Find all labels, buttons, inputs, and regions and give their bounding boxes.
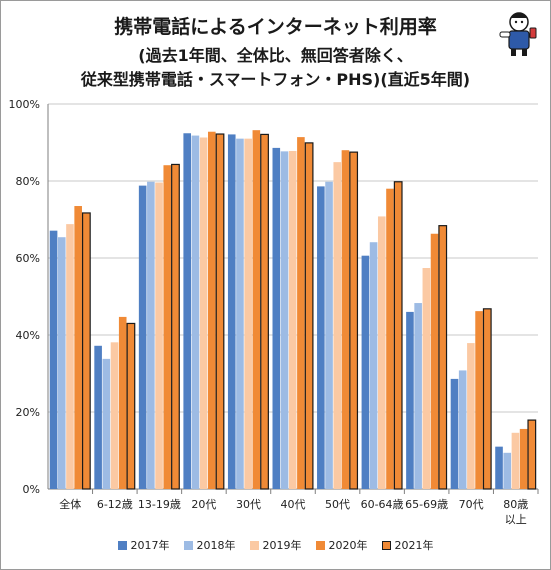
bar — [94, 345, 102, 489]
y-tick-label: 100% — [9, 98, 40, 111]
bar — [110, 342, 119, 489]
bar — [252, 130, 261, 489]
bar — [325, 181, 333, 489]
legend-item: 2020年 — [315, 537, 368, 553]
bar — [272, 147, 281, 489]
bar — [349, 151, 359, 490]
bar — [163, 165, 172, 489]
bar — [503, 452, 512, 489]
legend-label: 2018年 — [196, 539, 236, 552]
bar — [236, 138, 244, 489]
bar — [341, 150, 350, 489]
bar — [74, 206, 82, 489]
bar — [527, 419, 537, 490]
bar — [118, 316, 127, 489]
bar — [297, 137, 305, 490]
bar — [199, 137, 208, 489]
bar — [317, 186, 325, 489]
x-tick-label: 70代 — [459, 498, 484, 511]
x-tick-label: 13-19歳 — [138, 498, 181, 511]
bar — [377, 216, 386, 490]
bar — [227, 134, 236, 490]
x-axis-labels: 全体 6-12歳 13-19歳 20代 30代 40代 50代 60-64歳 65-69歳 70代… — [59, 497, 528, 526]
bar — [126, 322, 136, 490]
bar — [438, 225, 448, 490]
bar — [458, 370, 467, 489]
chart-title-line-2: (過去1年間、全体比、無回答者除く、 — [138, 46, 413, 65]
bar — [422, 268, 431, 489]
bar — [288, 150, 297, 489]
legend-label: 2020年 — [328, 539, 368, 552]
x-tick-label: 65-69歳 — [405, 498, 448, 511]
legend-label: 2019年 — [262, 539, 302, 552]
bar — [171, 163, 180, 490]
bar — [333, 162, 342, 489]
bar — [183, 133, 192, 489]
bars — [49, 130, 537, 490]
legend-item: 2017年 — [117, 537, 170, 553]
x-tick-label: 50代 — [325, 498, 350, 511]
bar — [304, 142, 314, 490]
x-tick-label: 全体 — [59, 497, 81, 511]
x-tick-label: 以上 — [505, 513, 527, 526]
bar — [519, 428, 528, 489]
mascot-logo-icon — [499, 12, 537, 56]
bar — [208, 131, 216, 489]
x-tick-label: 40代 — [281, 498, 306, 511]
bar — [361, 255, 370, 489]
bar — [147, 181, 155, 489]
legend-swatch — [117, 540, 127, 550]
legend-swatch — [381, 540, 391, 550]
bar — [138, 185, 147, 489]
bar — [215, 133, 225, 490]
y-tick-label: 60% — [16, 252, 40, 265]
bar — [369, 242, 378, 489]
legend-item: 2019年 — [249, 537, 302, 553]
bar — [191, 135, 200, 489]
chart-title-line-1: 携帯電話によるインターネット利用率 — [114, 16, 437, 38]
legend-label: 2021年 — [394, 539, 434, 552]
bar — [57, 237, 66, 489]
bar — [495, 446, 503, 489]
x-tick-label: 60-64歳 — [361, 498, 404, 511]
y-tick-label: 0% — [23, 483, 40, 496]
bar — [414, 303, 422, 489]
bar — [66, 224, 74, 489]
legend-label: 2017年 — [130, 539, 170, 552]
bar — [155, 182, 163, 490]
bar — [280, 151, 289, 490]
x-tick-label: 6-12歳 — [97, 498, 133, 511]
y-axis-labels: 0% 20% 40% 60% 80% 100% — [9, 98, 40, 496]
bar — [393, 181, 403, 490]
legend-swatch — [249, 540, 259, 550]
bar — [49, 230, 58, 490]
bar — [511, 432, 520, 489]
bar — [475, 311, 483, 489]
legend-item: 2018年 — [183, 537, 236, 553]
y-tick-label: 80% — [16, 175, 40, 188]
bar — [386, 188, 394, 489]
bar — [81, 212, 91, 490]
legend-swatch — [183, 540, 193, 550]
bar — [482, 308, 492, 490]
x-tick-label: 20代 — [191, 498, 216, 511]
bar — [450, 378, 459, 489]
y-tick-label: 40% — [16, 329, 40, 342]
x-tick-label: 80歳 — [503, 498, 528, 511]
bar — [430, 233, 439, 489]
chart-title-line-3: 従来型携帯電話・スマートフォン・PHS)(直近5年間) — [80, 70, 471, 89]
x-tick-label: 30代 — [236, 498, 261, 511]
legend-item: 2021年 — [381, 537, 434, 553]
bar — [406, 311, 414, 489]
legend-swatch — [315, 540, 325, 550]
bar — [102, 358, 111, 489]
bar — [260, 133, 269, 490]
y-tick-label: 20% — [16, 406, 40, 419]
bar — [467, 343, 475, 489]
legend: 2017年 2018年 2019年 2020年 2021年 — [0, 537, 551, 553]
bar — [244, 138, 252, 489]
